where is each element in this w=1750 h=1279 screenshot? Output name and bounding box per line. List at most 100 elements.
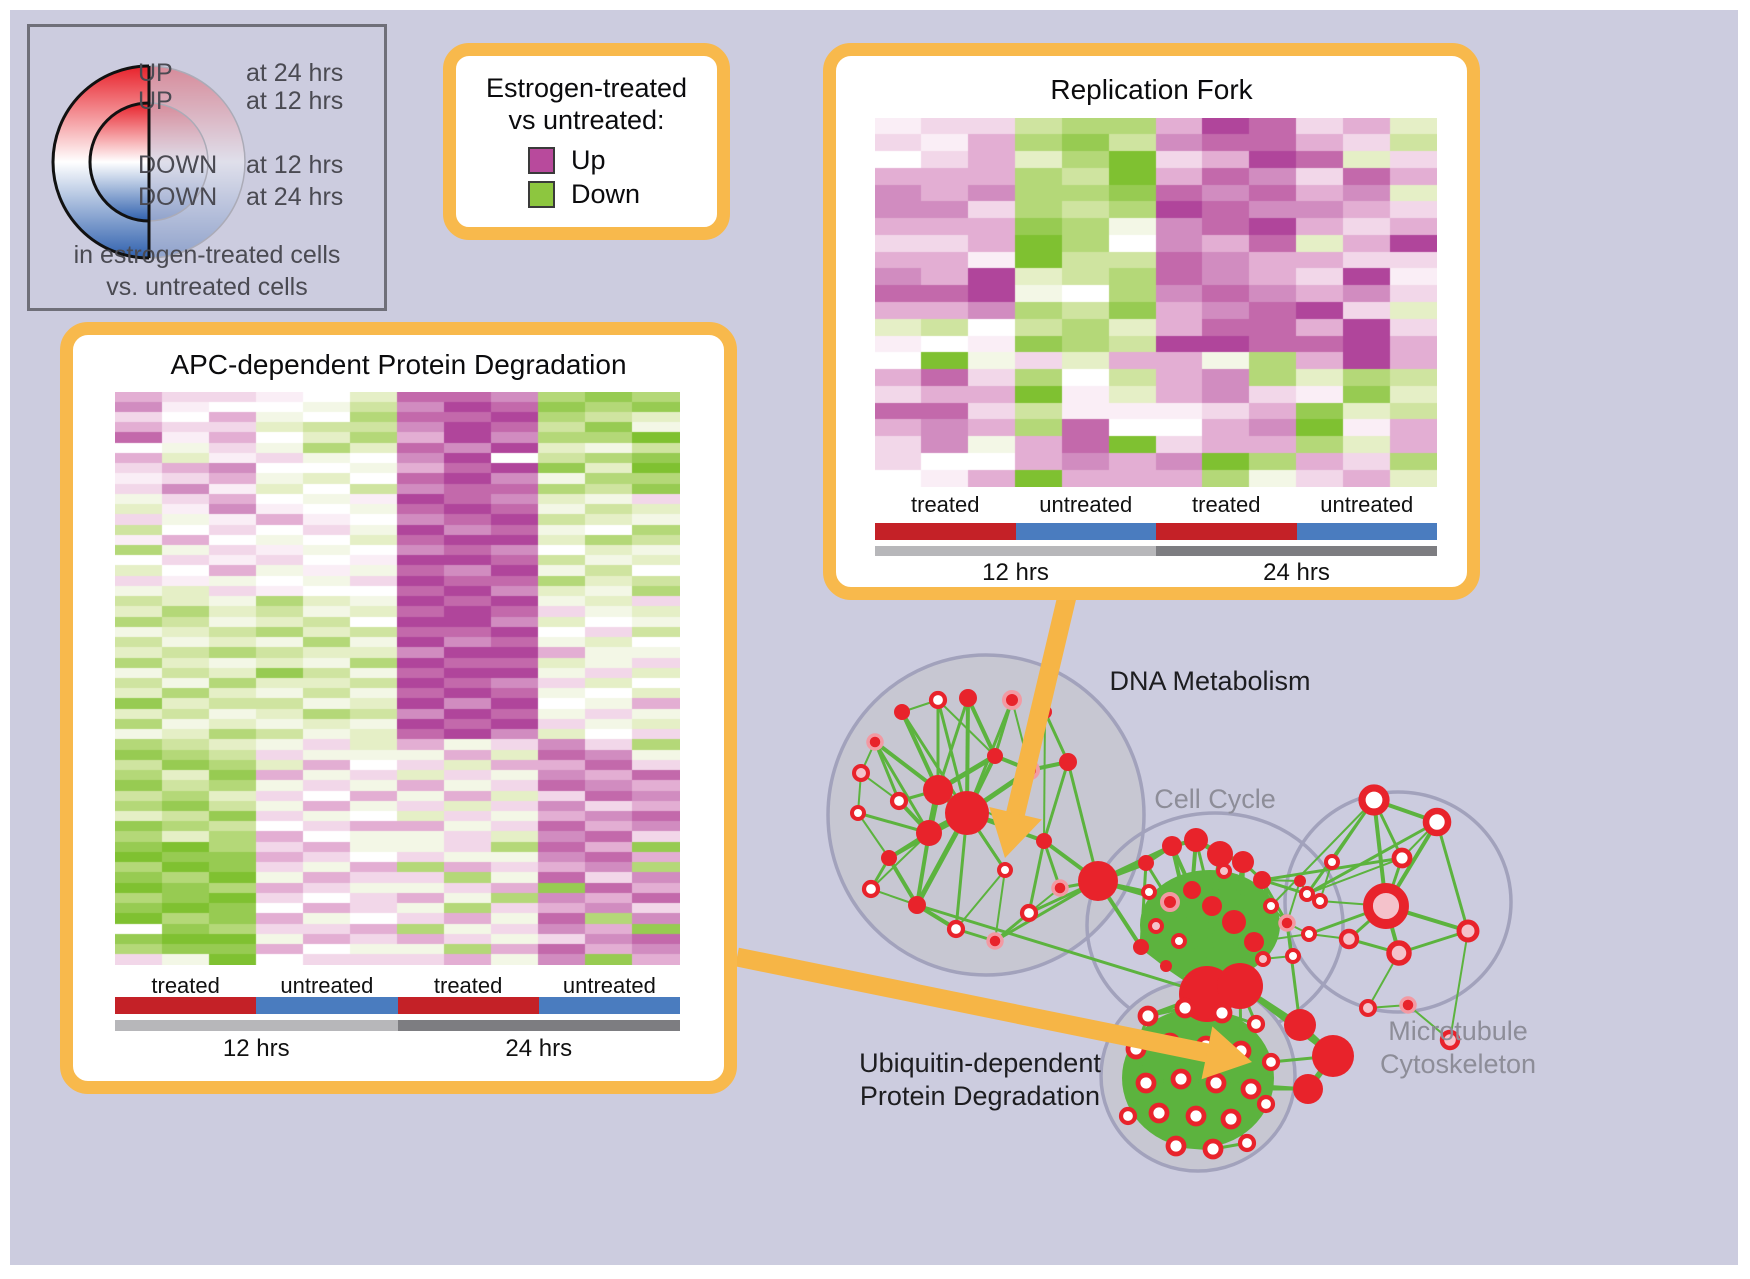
network-node (1255, 951, 1271, 967)
network-node (908, 896, 926, 914)
group-labels-row: treated untreated treated untreated (115, 973, 680, 999)
network-node (1135, 1072, 1157, 1094)
network-node (1399, 996, 1417, 1014)
network-node (1183, 881, 1201, 899)
group-label: untreated (280, 973, 374, 998)
network-node (987, 748, 1003, 764)
replication-fork-heatmap (875, 118, 1437, 487)
down-color-swatch (528, 181, 555, 208)
network-node (1184, 828, 1208, 852)
network-node (1294, 875, 1306, 887)
network-node (1338, 928, 1360, 950)
cluster-label: Protein Degradation (860, 1081, 1100, 1111)
ring-left-half (51, 64, 149, 260)
network-node (1118, 1106, 1138, 1126)
network-node (1439, 1029, 1461, 1051)
network-edge (1449, 930, 1469, 1041)
ring-caption-line2: vs. untreated cells (106, 273, 308, 301)
group-label: treated (151, 973, 220, 998)
24hrs-bar (1156, 546, 1437, 556)
network-edge (1139, 862, 1148, 948)
network-node (1232, 851, 1254, 873)
network-edge (1306, 820, 1438, 896)
network-node (1222, 910, 1246, 934)
network-svg: DNA Metabolism Cell Cycle MicrotubuleCytos… (735, 585, 1536, 1173)
treated-bar (397, 997, 539, 1014)
network-node (1137, 1005, 1159, 1027)
annotation-arrow-shaft (735, 947, 1215, 1064)
network-node (1165, 1135, 1187, 1157)
network-node (1359, 999, 1377, 1017)
figure-background: DNA Metabolism Cell Cycle Microtubule Cytos… (10, 10, 1738, 1265)
time-labels-row: 12 hrs 24 hrs (875, 559, 1437, 587)
network-node (1133, 939, 1149, 955)
up-label: Up (571, 145, 606, 175)
network-node (1019, 903, 1039, 923)
network-node (1301, 926, 1317, 942)
network-node (1293, 1074, 1323, 1104)
network-node (1185, 1105, 1207, 1127)
network-node (1202, 896, 1222, 916)
network-edge (1043, 711, 1046, 842)
network-node (1285, 948, 1301, 964)
network-node (1171, 933, 1187, 949)
network-edge (1180, 1077, 1232, 1121)
network-edge (887, 856, 919, 907)
network-node (866, 733, 884, 751)
ring-row-dir: UP (138, 59, 173, 87)
network-node (1211, 1002, 1233, 1024)
network-node (889, 791, 909, 811)
network-node (1237, 1133, 1257, 1153)
annotation-arrow-head (989, 807, 1042, 858)
network-node (1422, 807, 1452, 837)
color-legend-title-line2: vs untreated: (508, 105, 665, 135)
treated-bar (875, 523, 1016, 540)
network-node (1202, 1138, 1224, 1160)
ring-row-time: at 12 hrs (246, 87, 344, 115)
legend-item-down: Down (528, 179, 640, 210)
group-label: treated (911, 492, 980, 517)
group-label: untreated (1039, 492, 1133, 517)
network-node (881, 850, 897, 866)
group-label: treated (433, 973, 503, 998)
untreated-bar (1296, 523, 1437, 540)
ring-caption-line1: in estrogen-treated cells (73, 241, 341, 269)
network-node (1324, 854, 1340, 870)
12hrs-bar (875, 546, 1156, 556)
untreated-bar (538, 997, 680, 1014)
group-label: untreated (562, 973, 656, 998)
network-node (1205, 1072, 1227, 1094)
network-edge (1043, 711, 1070, 763)
network-edge (1215, 1081, 1309, 1091)
cluster-label: Cell Cycle (1154, 784, 1276, 814)
network-edge (1285, 922, 1302, 1026)
apc-heatmap (115, 392, 680, 965)
network-node (997, 862, 1013, 878)
network-node (852, 764, 870, 782)
untreated-bar (256, 997, 398, 1014)
ring-row-dir: DOWN (138, 183, 218, 211)
network-node (1162, 836, 1182, 856)
ring-row-time: at 24 hrs (246, 59, 344, 87)
network-edge (1435, 821, 1470, 932)
time-color-bar (115, 1020, 680, 1031)
network-node (1059, 753, 1077, 771)
network-node (1246, 1014, 1266, 1034)
color-legend-box: Estrogen-treated vs untreated: Up Down (443, 43, 730, 240)
network-edge (873, 741, 901, 802)
network-node (1160, 960, 1172, 972)
network-node (1036, 833, 1052, 849)
time-label-24hrs: 24 hrs (1263, 559, 1330, 586)
network-node (1051, 879, 1069, 897)
time-label-24hrs: 24 hrs (505, 1035, 573, 1062)
network-node (959, 689, 977, 707)
treatment-color-bar (115, 997, 680, 1014)
replication-fork-panel: Replication Fork treated untreated treat… (823, 43, 1480, 600)
annotation-arrow-shaft (1004, 585, 1079, 822)
network-node (1217, 963, 1263, 1009)
annotation-arrow-head (1201, 1026, 1252, 1080)
network-node (850, 805, 866, 821)
down-label: Down (571, 179, 641, 209)
network-edge (1066, 761, 1100, 882)
network-edge (1306, 857, 1403, 895)
